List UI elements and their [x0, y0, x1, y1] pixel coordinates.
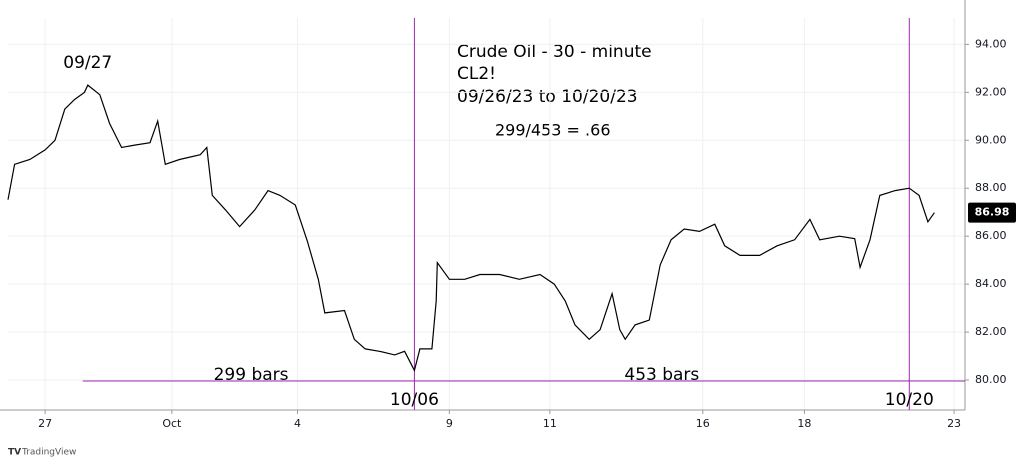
peak-label: 09/27 [63, 53, 112, 73]
chart-subtitle: CL2! [457, 64, 496, 84]
marker-label: 10/20 [885, 390, 934, 410]
x-tick-label: 27 [38, 417, 52, 430]
y-tick-label: 88.00 [975, 181, 1007, 194]
x-tick-label: 11 [543, 417, 557, 430]
last-price-box [968, 202, 1016, 223]
y-tick-label: 84.00 [975, 277, 1007, 290]
ratio-note: 299/453 = .66 [495, 121, 611, 140]
y-tick-label: 94.00 [975, 37, 1007, 50]
watermark: TradingView [21, 448, 76, 458]
y-tick-label: 90.00 [975, 133, 1007, 146]
chart-title: Crude Oil - 30 - minute [457, 42, 652, 62]
count-label: 453 bars [624, 365, 699, 385]
date-range: 09/26/23 to 10/20/23 [457, 87, 638, 107]
x-tick-label: Oct [162, 417, 182, 430]
count-label: 299 bars [214, 365, 289, 385]
y-tick-label: 82.00 [975, 325, 1007, 338]
x-tick-label: 4 [294, 417, 301, 430]
y-tick-label: 86.00 [975, 229, 1007, 242]
price-line [7, 84, 935, 373]
x-tick-label: 9 [446, 417, 453, 430]
x-tick-label: 16 [696, 417, 710, 430]
x-tick-label: 23 [947, 417, 961, 430]
y-tick-label: 92.00 [975, 85, 1007, 98]
last-price-label: 86.98 [975, 206, 1010, 219]
y-tick-label: 80.00 [975, 373, 1007, 386]
marker-label: 10/06 [390, 390, 439, 410]
x-tick-label: 18 [797, 417, 811, 430]
logo: TV [8, 448, 21, 458]
